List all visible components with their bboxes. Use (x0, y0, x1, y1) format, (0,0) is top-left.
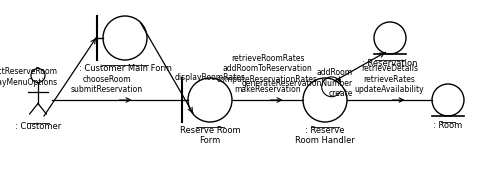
Text: : Customer Main Form: : Customer Main Form (78, 64, 172, 73)
Text: : Room: : Room (434, 121, 462, 130)
Text: retrieveDetails
retrieveRates
updateAvailability: retrieveDetails retrieveRates updateAvai… (354, 64, 424, 94)
Text: retrieveRoomRates
addRoomToReservation
computeReservationRates
makeReservation: retrieveRoomRates addRoomToReservation c… (217, 54, 318, 94)
Text: chooseRoom
submitReservation: chooseRoom submitReservation (70, 75, 142, 94)
Text: selectReserveRoom
displayMenuOptions: selectReserveRoom displayMenuOptions (0, 67, 58, 87)
Text: addRoom
generateReservationNumber
create: addRoom generateReservationNumber create (242, 68, 352, 98)
Text: displayRoomRates: displayRoomRates (174, 73, 246, 82)
Text: : Reservation: : Reservation (362, 59, 418, 68)
Text: Reserve Room
Form: Reserve Room Form (180, 126, 240, 145)
Text: : Customer: : Customer (15, 122, 61, 131)
Text: : Reserve
Room Handler: : Reserve Room Handler (295, 126, 355, 145)
